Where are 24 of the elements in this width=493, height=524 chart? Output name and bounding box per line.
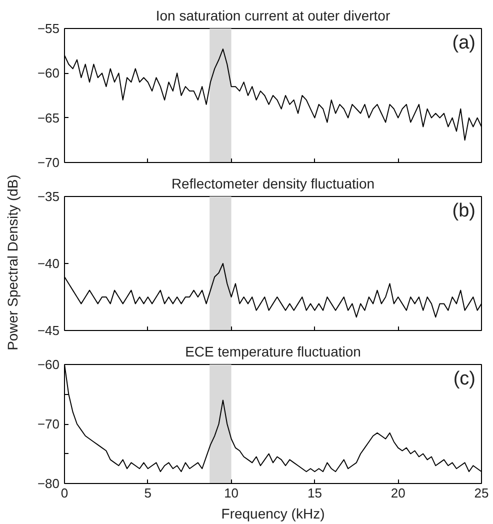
y-tick-label: −80	[37, 476, 60, 491]
y-tick-label: −40	[37, 256, 60, 271]
x-tick-label: 0	[60, 486, 68, 500]
y-axis-title: Power Spectral Density (dB)	[4, 174, 21, 350]
y-tick-label: −45	[37, 323, 60, 338]
y-tick-label: −35	[37, 189, 60, 204]
y-tick-label: −65	[37, 110, 60, 126]
x-tick-label: 5	[144, 486, 152, 500]
x-tick-label: 25	[474, 486, 489, 500]
annotation: (c)	[453, 368, 476, 390]
annotation: (b)	[452, 200, 476, 222]
y-tick-label: −70	[37, 416, 60, 432]
annotation: (a)	[452, 32, 476, 54]
x-tick-label: 20	[390, 486, 406, 500]
x-axis-title: Frequency (kHz)	[221, 506, 325, 522]
chart-title: Reflectometer density fluctuation	[171, 176, 375, 192]
chart-title: ECE temperature fluctuation	[185, 344, 361, 360]
y-tick-label: −60	[37, 357, 60, 372]
x-tick-label: 10	[224, 486, 239, 500]
y-tick-label: −60	[37, 66, 60, 81]
x-tick-label: 15	[307, 486, 322, 500]
chart-title: Ion saturation current at outer divertor	[156, 8, 390, 24]
y-tick-label: −55	[37, 21, 60, 36]
y-tick-label: −70	[37, 155, 60, 170]
